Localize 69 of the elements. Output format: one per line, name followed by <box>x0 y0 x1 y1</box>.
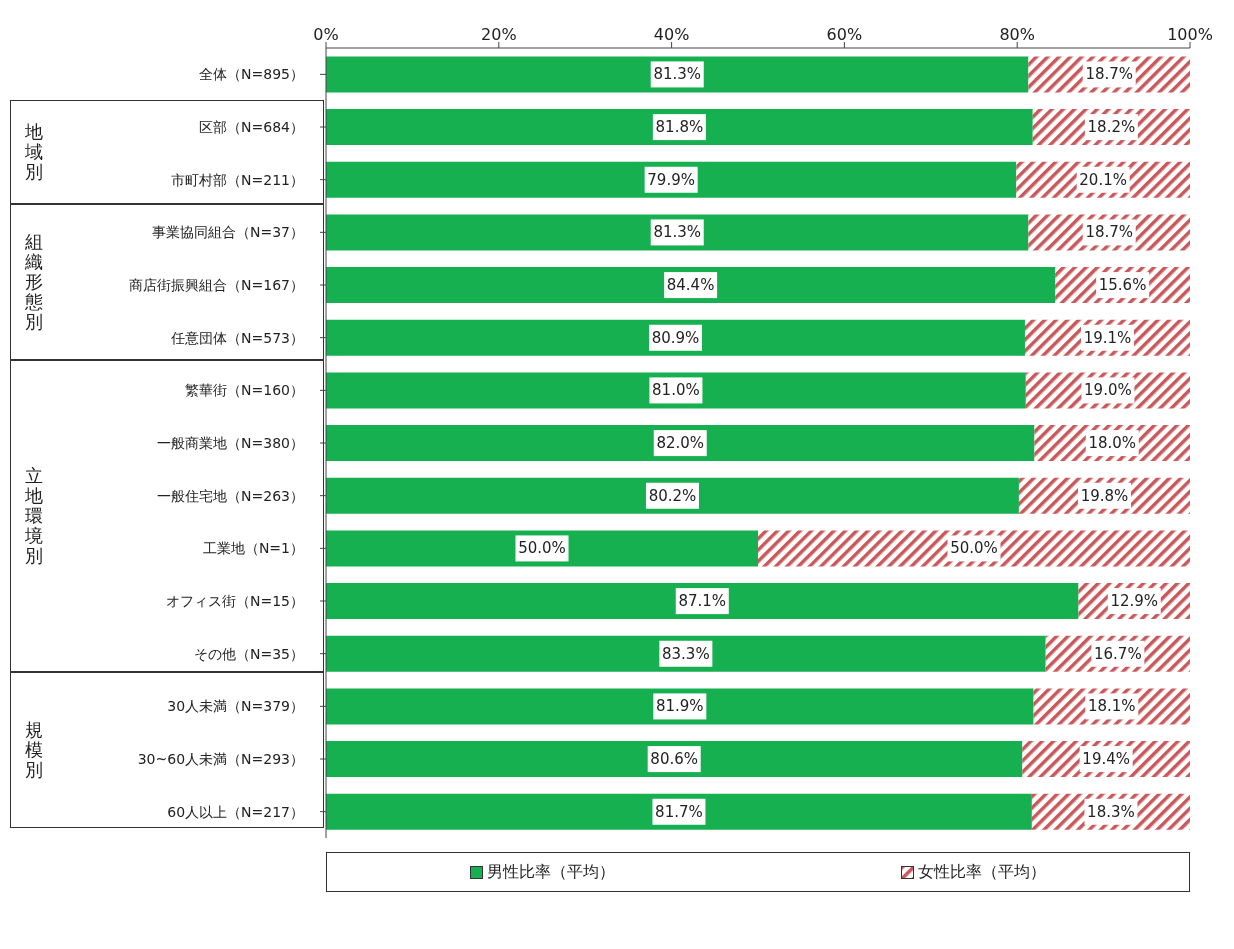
data-label: 83.3% <box>662 644 710 663</box>
data-label: 80.6% <box>650 750 699 769</box>
x-tick-label: 0% <box>313 25 339 44</box>
data-label: 19.0% <box>1084 381 1132 400</box>
bar <box>326 109 1033 146</box>
data-label: 18.7% <box>1085 223 1134 242</box>
data-label: 87.1% <box>678 592 727 611</box>
y-tick-label: 繁華街（N=160） <box>185 382 304 399</box>
series-label: 男性比率（平均） <box>486 861 615 883</box>
data-label: 81.8% <box>655 118 704 137</box>
bar <box>326 372 1026 409</box>
data-label: 50.0% <box>950 539 998 558</box>
data-label: 18.3% <box>1087 802 1135 821</box>
bar <box>326 583 1079 620</box>
bar <box>326 267 1056 304</box>
x-tick-label: 40% <box>653 25 690 44</box>
y-tick-label: 商店街振興組合（N=167） <box>129 276 304 293</box>
data-label: 81.3% <box>653 223 702 242</box>
bar <box>326 214 1029 251</box>
y-tick-label: その他（N=35） <box>193 645 304 662</box>
data-label: 80.2% <box>648 486 697 505</box>
x-tick-label: 100% <box>1167 25 1213 44</box>
bar <box>326 530 758 567</box>
data-label: 18.2% <box>1087 118 1136 137</box>
data-label: 50.0% <box>518 539 566 558</box>
y-tick-label: 30人未満（N=379） <box>167 698 304 715</box>
data-label: 16.7% <box>1094 644 1142 663</box>
y-tick-label: 任意団体（N=573） <box>170 329 304 346</box>
data-label: 81.0% <box>652 381 700 400</box>
bar <box>326 161 1017 198</box>
data-label: 82.0% <box>656 434 705 453</box>
bar <box>326 793 1032 830</box>
data-label: 12.9% <box>1110 592 1159 611</box>
bar <box>326 635 1046 672</box>
x-tick-label: 80% <box>999 25 1035 44</box>
bar <box>326 688 1034 725</box>
y-tick-label: オフィス街（N=15） <box>165 592 304 609</box>
data-label: 15.6% <box>1098 276 1147 295</box>
y-tick-label: 60人以上（N=217） <box>167 803 304 820</box>
y-tick-label: 全体（N=895） <box>199 66 304 83</box>
data-label: 19.4% <box>1082 750 1131 769</box>
bar <box>758 530 1190 567</box>
y-tick-label: 事業協同組合（N=37） <box>151 224 304 241</box>
bar <box>326 741 1023 778</box>
data-label: 18.1% <box>1087 697 1136 716</box>
x-tick-label: 60% <box>826 25 863 44</box>
data-label: 19.8% <box>1080 486 1129 505</box>
data-label: 81.3% <box>653 65 702 84</box>
bar <box>326 477 1019 514</box>
y-tick-label: 一般住宅地（N=263） <box>157 487 304 504</box>
y-tick-label: 市町村部（N=211） <box>171 171 304 188</box>
data-label: 80.9% <box>651 328 700 347</box>
data-label: 81.9% <box>655 697 704 716</box>
bar <box>326 319 1025 356</box>
legend-label: 女性比率（平均） <box>917 861 1046 883</box>
data-label: 81.7% <box>655 802 703 821</box>
y-tick-label: 一般商業地（N=380） <box>157 434 304 451</box>
y-tick-label: 区部（N=684） <box>199 118 304 135</box>
data-label: 18.0% <box>1088 434 1137 453</box>
x-tick-label: 20% <box>481 25 517 44</box>
y-tick-label: 工業地（N=1） <box>202 540 304 557</box>
data-label: 19.1% <box>1083 328 1132 347</box>
y-tick-label: 30~60人未満（N=293） <box>137 750 304 767</box>
data-label: 79.9% <box>647 170 695 189</box>
data-label: 20.1% <box>1079 170 1127 189</box>
data-label: 84.4% <box>666 276 715 295</box>
bar <box>326 425 1035 462</box>
bar <box>326 56 1029 93</box>
data-label: 18.7% <box>1085 65 1134 84</box>
